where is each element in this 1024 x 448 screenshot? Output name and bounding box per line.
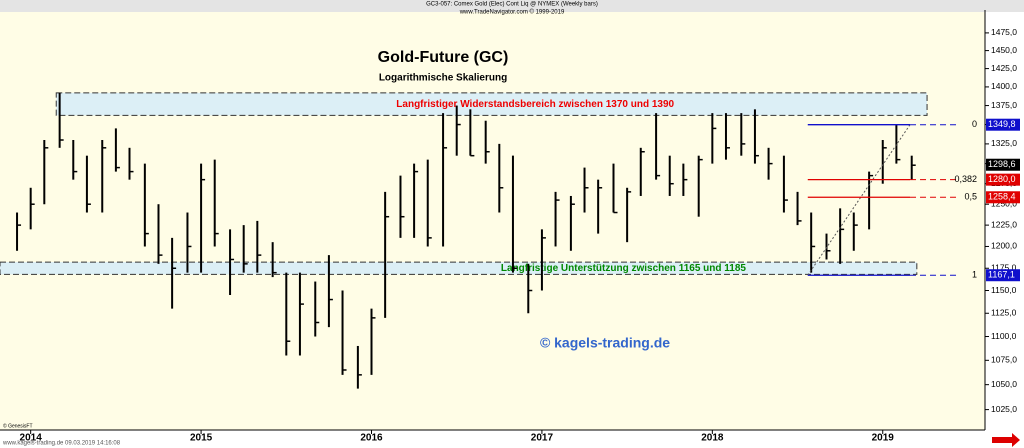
price-box [986,269,1020,282]
price-box [986,191,1020,204]
y-tick-label: 1150,0 [991,285,1017,295]
zone-label: Langfristige Unterstützung zwischen 1165… [501,263,746,274]
y-tick-label: 1125,0 [991,308,1017,318]
price-box [986,173,1020,186]
y-tick-label: 1375,0 [991,100,1017,110]
price-label: 1167,1 [988,270,1015,280]
chart-subtitle: Logarithmische Skalierung [379,73,507,84]
x-tick-label: 2019 [872,433,895,444]
zone [0,261,918,275]
zone [55,92,928,116]
header: GC3-057: Comex Gold (Elec) Cont Liq @ NY… [426,2,598,8]
footer-left: © GenesisFT [3,422,33,429]
x-tick-label: 2014 [20,433,43,444]
x-tick-label: 2016 [360,433,383,444]
y-tick-label: 1075,0 [991,355,1017,365]
fib-ratio: 0,5 [964,192,977,202]
price-box [986,118,1020,131]
header-sub: www.TradeNavigator.com © 1999-2019 [459,9,565,16]
fib-ratio: 0 [972,119,977,129]
x-tick-label: 2015 [190,433,213,444]
x-tick-label: 2017 [531,433,554,444]
y-tick-label: 1425,0 [991,63,1017,73]
watermark: © kagels-trading.de [540,335,670,351]
y-tick-label: 1400,0 [991,81,1017,91]
price-label: 1280,0 [988,174,1016,184]
plot-area [0,12,985,430]
fib-ratio: 1 [972,270,977,280]
y-tick-label: 1200,0 [991,241,1017,251]
y-tick-label: 1050,0 [991,379,1017,389]
header-bar [0,0,1024,12]
x-tick-label: 2018 [701,433,724,444]
y-tick-label: 1225,0 [991,219,1017,229]
zone-label: Langfristiger Widerstandsbereich zwische… [396,99,674,110]
fib-ratio: 0,382 [954,174,977,184]
scroll-arrow[interactable] [992,433,1020,447]
price-label: 1349,8 [988,119,1016,129]
footer: www.kagels-trading.de 09.03.2019 14:16:0… [2,441,121,447]
y-tick-label: 1475,0 [991,27,1017,37]
price-label: 1258,4 [988,192,1016,202]
y-tick-label: 1175,0 [991,262,1017,272]
y-tick-label: 1325,0 [991,138,1017,148]
y-tick-label: 1025,0 [991,404,1017,414]
y-tick-label: 1450,0 [991,45,1017,55]
last-price-box [986,158,1020,171]
y-tick-label: 1250,0 [991,198,1017,208]
y-tick-label: 1100,0 [991,331,1017,341]
chart-title: Gold-Future (GC) [378,49,509,66]
last-price-label: 1298,6 [988,159,1016,169]
